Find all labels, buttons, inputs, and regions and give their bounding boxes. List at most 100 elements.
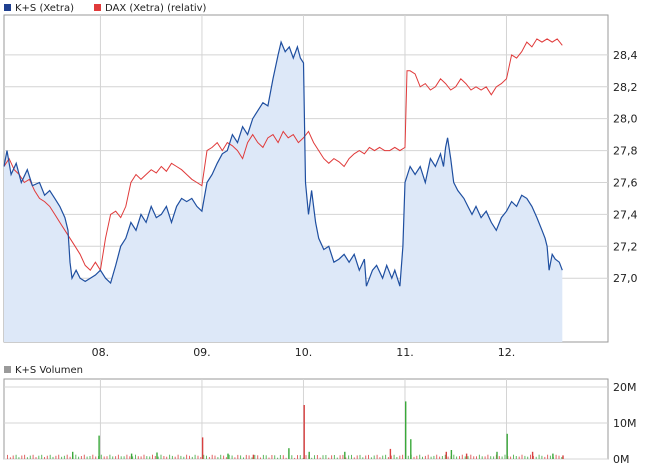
volume-bar-minor [339, 455, 341, 459]
volume-bar [130, 453, 133, 459]
volume-bar-minor [223, 455, 225, 459]
volume-bar-minor [206, 455, 207, 459]
dax-line [3, 38, 563, 272]
volume-bar-minor [46, 455, 48, 459]
main-y-tick-label: 28,2 [613, 81, 638, 94]
volume-y-tick-label: 0M [613, 453, 630, 466]
volume-bar [410, 439, 412, 459]
main-x-tick-label: 08. [92, 346, 110, 359]
volume-y-ticks: 0M 10M 20M [613, 381, 637, 466]
volume-bar-minor [385, 454, 387, 459]
volume-bar-minor [203, 454, 205, 459]
volume-bar-minor [44, 457, 45, 459]
volume-bar-minor [75, 454, 77, 459]
volume-bar-minor [18, 457, 20, 459]
volume-bar-minor [160, 454, 162, 459]
volume-bar-minor [393, 454, 395, 459]
volume-bar-minor [427, 454, 429, 459]
volume-bar-minor [217, 457, 219, 459]
volume-bar [308, 451, 310, 459]
volume-bar-minor [29, 455, 31, 459]
volume-bar [201, 437, 204, 459]
volume-bar-minor [231, 455, 233, 459]
volume-bar-minor [478, 454, 480, 459]
volume-bar-minor [189, 455, 190, 459]
volume-bar [445, 451, 447, 459]
volume-bar-minor [314, 455, 315, 459]
volume-bar-minor [279, 455, 281, 459]
volume-bar-minor [530, 454, 531, 459]
volume-bar-minor [197, 455, 199, 459]
volume-bar-minor [402, 454, 404, 459]
volume-bar [562, 455, 564, 459]
volume-bar-minor [243, 457, 244, 459]
volume-bar-minor [66, 454, 68, 459]
main-y-ticks: 27,0 27,2 27,4 27,6 27,8 28,0 28,2 28,4 [613, 49, 638, 285]
volume-bar-minor [356, 455, 358, 459]
volume-bar-minor [123, 456, 125, 459]
legend-swatch-volume [4, 366, 11, 373]
main-y-tick-label: 27,8 [613, 145, 638, 158]
volume-bar-minor [430, 456, 432, 459]
volume-bar-minor [302, 457, 304, 459]
volume-bar-minor [257, 455, 259, 459]
volume-bar-minor [61, 456, 63, 459]
volume-bar-minor [535, 456, 537, 459]
volume-bar-minor [32, 454, 34, 459]
volume-bar-minor [387, 457, 389, 459]
main-y-tick-label: 27,2 [613, 240, 638, 253]
volume-bar-minor [137, 456, 139, 459]
volume-bar-minor [41, 454, 43, 459]
volume-bar-minor [493, 456, 495, 459]
volume-bar-minor [268, 457, 270, 459]
legend-label-volume: K+S Volumen [15, 365, 83, 376]
volume-bar-minor [55, 455, 57, 459]
volume-bar-minor [135, 454, 136, 459]
volume-bar-minor [265, 455, 267, 459]
volume-bar-minor [154, 456, 156, 459]
volume-bar-minor [291, 455, 293, 459]
volume-bar-minor [26, 457, 28, 459]
volume-bar-minor [299, 455, 301, 459]
volume-bar-minor [78, 456, 80, 459]
volume-bar [496, 451, 498, 459]
volume-bar-minor [336, 457, 338, 459]
volume-bar [531, 451, 534, 459]
volume-bar-minor [152, 454, 153, 459]
volume-bar-minor [513, 454, 514, 459]
volume-bar-minor [351, 454, 352, 459]
volume-bar-minor [331, 455, 333, 459]
volume-bar-minor [69, 456, 71, 459]
ks-area-fill [4, 42, 563, 342]
volume-bar-minor [498, 456, 500, 459]
volume-bar-minor [146, 456, 148, 459]
volume-bar-minor [163, 456, 165, 459]
volume-bar-minor [447, 456, 449, 459]
volume-bar-minor [38, 455, 40, 459]
volume-bar-minor [359, 454, 361, 459]
volume-bar-minor [15, 454, 17, 459]
volume-bar-minor [322, 455, 324, 459]
volume-bar-minor [501, 456, 503, 459]
volume-bar-minor [316, 455, 318, 459]
volume-bar [450, 450, 453, 459]
volume-bar-minor [92, 454, 94, 459]
main-x-tick-label: 09. [193, 346, 211, 359]
volume-bar [98, 435, 100, 459]
volume-bar-minor [348, 455, 350, 459]
volume-bar-minor [547, 454, 549, 459]
volume-bar-minor [439, 456, 441, 459]
volume-bar-minor [126, 454, 128, 459]
volume-bar-minor [191, 456, 193, 459]
main-panel: 27,0 27,2 27,4 27,6 27,8 28,0 28,2 28,4 08. 09. 1… [3, 14, 638, 359]
volume-bar-minor [220, 454, 222, 459]
volume-bar [227, 453, 229, 459]
volume-bar [288, 448, 290, 459]
volume-bar [405, 401, 407, 459]
volume-bar [344, 451, 346, 459]
volume-bar-minor [262, 454, 264, 459]
volume-bar-minor [194, 454, 196, 459]
volume-bar-minor [24, 454, 26, 459]
volume-bar-minor [245, 454, 247, 459]
